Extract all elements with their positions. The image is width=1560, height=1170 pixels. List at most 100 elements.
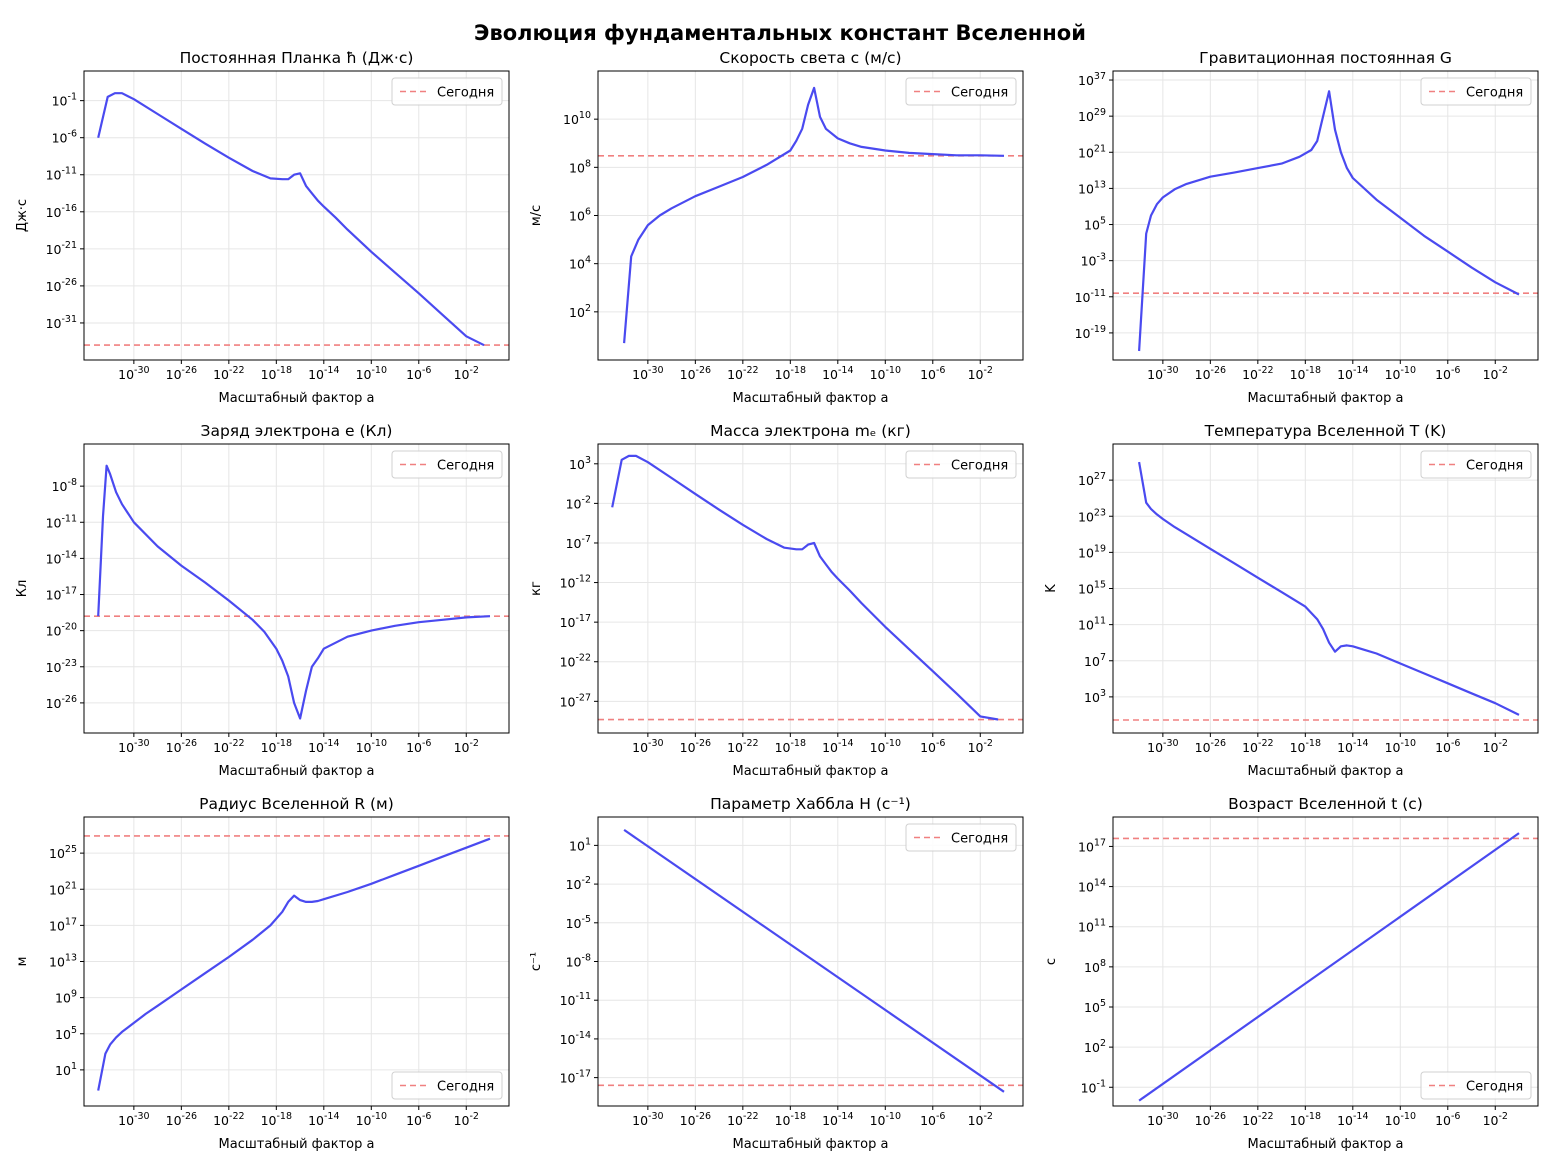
y-tick-label: 107 <box>1084 652 1106 669</box>
y-tick-label: 105 <box>1084 216 1106 233</box>
x-tick-label: 10-6 <box>406 365 431 382</box>
y-tick-label: 10-11 <box>1075 288 1106 305</box>
x-tick-label: 10-6 <box>1435 738 1460 755</box>
x-axis-label: Масштабный фактор a <box>219 391 375 406</box>
y-tick-label: 10-22 <box>560 653 591 670</box>
subplot-title: Параметр Хаббла H (с⁻¹) <box>710 795 911 813</box>
legend-box <box>1420 77 1532 106</box>
x-tick-label: 10-22 <box>213 365 244 382</box>
legend: Сегодня <box>1420 1071 1532 1100</box>
x-tick-label: 10-6 <box>1435 365 1460 382</box>
subplot-title: Постоянная Планка ħ (Дж·с) <box>180 49 414 67</box>
y-tick-label: 109 <box>55 989 77 1006</box>
y-axis-label: с <box>1044 958 1059 965</box>
x-tick-label: 10-2 <box>968 365 993 382</box>
y-tick-label: 10-2 <box>566 875 591 892</box>
x-tick-label: 10-22 <box>727 1111 758 1128</box>
x-tick-label: 10-30 <box>632 1111 663 1128</box>
legend: Сегодня <box>905 823 1017 852</box>
legend-label: Сегодня <box>437 86 494 101</box>
data-series-line <box>623 828 1005 1093</box>
y-axis-label: м <box>15 957 30 967</box>
x-tick-label: 10-30 <box>1147 1111 1178 1128</box>
x-tick-label: 10-18 <box>1290 738 1321 755</box>
y-tick-label: 10-2 <box>566 494 591 511</box>
x-tick-label: 10-10 <box>870 1111 901 1128</box>
legend-box <box>905 823 1017 852</box>
y-tick-label: 10-17 <box>560 1069 591 1086</box>
x-tick-label: 10-14 <box>1337 1111 1368 1128</box>
grid <box>598 71 1023 360</box>
y-axis-label: Дж·с <box>15 199 30 232</box>
x-tick-label: 10-30 <box>118 365 149 382</box>
x-tick-label: 10-2 <box>1483 1111 1508 1128</box>
y-tick-label: 10-8 <box>566 953 591 970</box>
y-tick-label: 10-26 <box>46 277 77 294</box>
x-tick-label: 10-22 <box>727 738 758 755</box>
x-tick-label: 10-10 <box>1385 738 1416 755</box>
x-tick-label: 10-14 <box>822 365 853 382</box>
y-tick-label: 10-3 <box>1081 252 1106 269</box>
x-tick-label: 10-10 <box>1385 365 1416 382</box>
grid <box>84 444 509 733</box>
y-tick-label: 10-26 <box>46 694 77 711</box>
legend-label: Сегодня <box>1466 1080 1523 1095</box>
y-tick-label: 10-20 <box>46 622 77 639</box>
legend-label: Сегодня <box>437 459 494 474</box>
x-tick-label: 10-26 <box>1195 365 1226 382</box>
y-tick-label: 105 <box>55 1025 77 1042</box>
subplot-9: 10-30 10-26 10-22 10-18 10-14 10-10 10-6 10-2 10… <box>1044 795 1539 1152</box>
x-tick-label: 10-18 <box>261 738 292 755</box>
y-tick-label: 10-1 <box>52 92 77 109</box>
legend: Сегодня <box>391 450 503 479</box>
legend-box <box>391 1071 503 1100</box>
x-tick-label: 10-22 <box>213 1111 244 1128</box>
x-tick-label: 10-30 <box>118 1111 149 1128</box>
y-tick-label: 1017 <box>49 916 77 933</box>
x-tick-label: 10-2 <box>968 1111 993 1128</box>
subplot-1: 10-30 10-26 10-22 10-18 10-14 10-10 10-6 10-2 10… <box>15 49 510 406</box>
legend-label: Сегодня <box>951 832 1008 847</box>
y-tick-label: 10-5 <box>566 914 591 931</box>
legend-box <box>905 450 1017 479</box>
y-tick-label: 1019 <box>1078 543 1106 560</box>
y-tick-label: 1014 <box>1078 878 1106 895</box>
y-tick-label: 1037 <box>1078 71 1106 88</box>
grid <box>1113 444 1538 733</box>
subplot-2: 10-30 10-26 10-22 10-18 10-14 10-10 10-6 10-2 10… <box>529 49 1024 406</box>
subplot-7: 10-30 10-26 10-22 10-18 10-14 10-10 10-6 10-2 10… <box>15 795 510 1152</box>
x-tick-label: 10-30 <box>632 365 663 382</box>
y-axis-label: м/с <box>529 205 544 226</box>
legend: Сегодня <box>905 450 1017 479</box>
x-tick-label: 10-6 <box>920 1111 945 1128</box>
legend: Сегодня <box>391 1071 503 1100</box>
y-tick-label: 1017 <box>1078 837 1106 854</box>
x-tick-label: 10-10 <box>870 365 901 382</box>
x-tick-label: 10-14 <box>308 738 339 755</box>
grid <box>1113 71 1538 360</box>
data-series-line <box>1138 90 1520 352</box>
grid <box>84 817 509 1106</box>
legend-box <box>1420 450 1532 479</box>
x-axis-label: Масштабный фактор a <box>733 1137 889 1152</box>
subplot-title: Гравитационная постоянная G <box>1199 49 1452 67</box>
y-tick-label: 1029 <box>1078 107 1106 124</box>
legend: Сегодня <box>1420 450 1532 479</box>
y-tick-label: 1023 <box>1078 507 1106 524</box>
legend-label: Сегодня <box>1466 86 1523 101</box>
x-tick-label: 10-2 <box>1483 738 1508 755</box>
axes-frame <box>1112 816 1539 1107</box>
y-tick-label: 10-16 <box>46 203 77 220</box>
x-axis-label: Масштабный фактор a <box>1248 1137 1404 1152</box>
y-tick-label: 1013 <box>49 953 77 970</box>
legend-label: Сегодня <box>951 86 1008 101</box>
x-tick-label: 10-6 <box>920 365 945 382</box>
y-tick-label: 10-21 <box>46 240 77 257</box>
y-tick-label: 106 <box>569 207 591 224</box>
x-axis-label: Масштабный фактор a <box>219 764 375 779</box>
subplot-title: Возраст Вселенной t (с) <box>1228 795 1423 813</box>
subplot-3: 10-30 10-26 10-22 10-18 10-14 10-10 10-6 10-2 10… <box>1075 49 1539 406</box>
x-tick-label: 10-22 <box>1242 738 1273 755</box>
x-tick-label: 10-2 <box>454 738 479 755</box>
subplot-5: 10-30 10-26 10-22 10-18 10-14 10-10 10-6 10-2 10… <box>529 422 1024 779</box>
